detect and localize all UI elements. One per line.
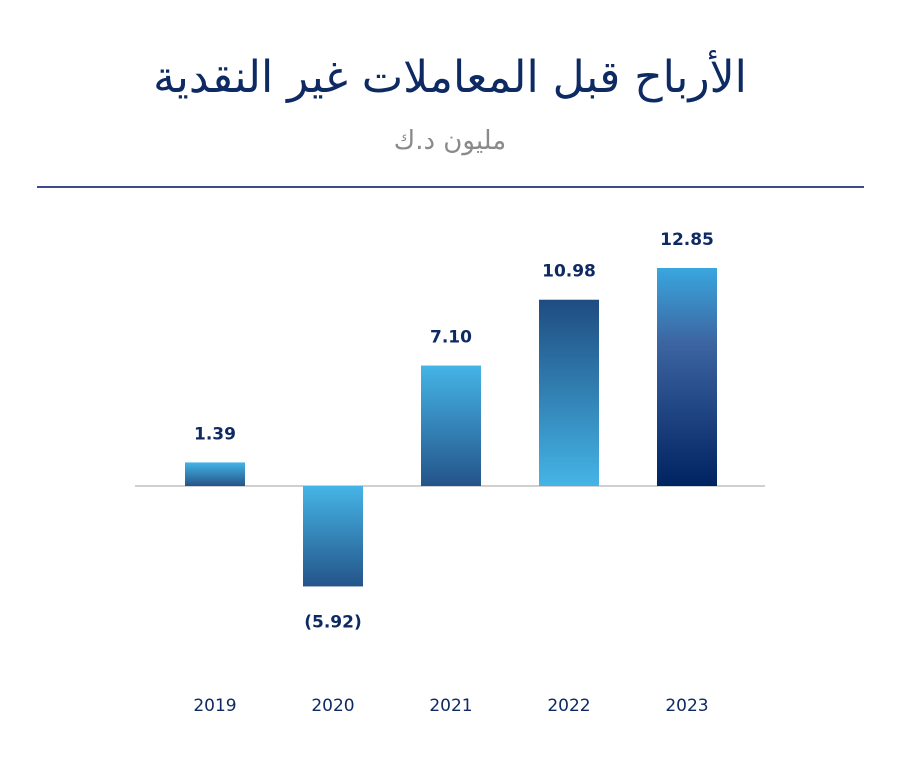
chart-subtitle: مليون د.ك <box>393 126 507 156</box>
bar-2022 <box>539 299 599 486</box>
value-label-2021: 7.10 <box>430 328 472 348</box>
bar-2023 <box>657 268 717 486</box>
x-tick-label-2019: 2019 <box>193 696 236 716</box>
chart-title: الأرباح قبل المعاملات غير النقدية <box>153 52 747 103</box>
x-tick-label-2020: 2020 <box>311 696 354 716</box>
value-label-2023: 12.85 <box>660 230 714 250</box>
value-label-2019: 1.39 <box>194 424 236 444</box>
value-label-2022: 10.98 <box>542 262 596 282</box>
x-tick-label-2021: 2021 <box>429 696 472 716</box>
bar-2021 <box>421 365 481 486</box>
title-divider <box>37 186 864 188</box>
value-label-2020: (5.92) <box>304 612 361 632</box>
x-tick-label-2022: 2022 <box>547 696 590 716</box>
x-tick-label-2023: 2023 <box>665 696 708 716</box>
bar-2020 <box>303 486 363 587</box>
bar-2019 <box>185 462 245 486</box>
